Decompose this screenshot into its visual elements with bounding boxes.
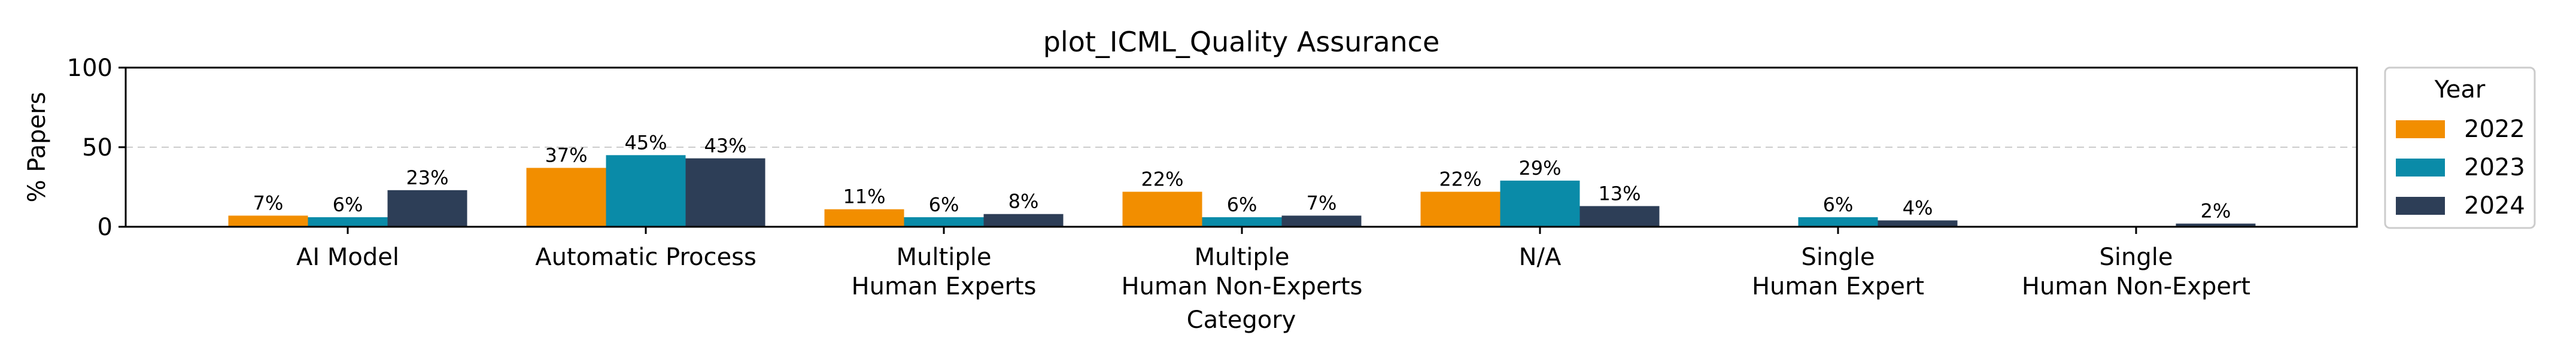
legend-swatch-2023 xyxy=(2396,159,2445,177)
x-axis: AI Model Automatic Process Multiple Human E… xyxy=(296,227,2250,300)
legend: Year 2022 2023 2024 xyxy=(2384,66,2536,229)
bar-2022-3 xyxy=(1122,191,1202,227)
y-tick-label: 50 xyxy=(82,134,113,162)
bar-2022-0 xyxy=(228,215,308,227)
legend-label-2023: 2023 xyxy=(2464,154,2525,181)
data-label: 22% xyxy=(1439,168,1481,190)
legend-label-2022: 2022 xyxy=(2464,115,2525,143)
legend-label-2024: 2024 xyxy=(2464,192,2525,220)
legend-swatch-2022 xyxy=(2396,120,2445,138)
x-tick-label: Automatic Process xyxy=(535,244,757,271)
data-label: 7% xyxy=(1307,191,1337,214)
data-label: 2% xyxy=(2201,200,2231,223)
bar-2023-5 xyxy=(1798,217,1878,227)
y-tick-label: 0 xyxy=(98,214,113,241)
data-label: 7% xyxy=(253,191,284,214)
bar-2023-4 xyxy=(1500,180,1580,227)
bar-2022-4 xyxy=(1420,191,1500,227)
data-label: 11% xyxy=(843,185,885,208)
y-tick-label: 100 xyxy=(67,54,113,82)
data-label: 37% xyxy=(545,144,587,167)
legend-swatch-2024 xyxy=(2396,197,2445,215)
bar-2023-1 xyxy=(606,155,686,227)
data-label: 43% xyxy=(704,135,746,157)
data-label: 4% xyxy=(1903,196,1933,219)
bars xyxy=(228,155,2256,227)
data-label: 22% xyxy=(1141,168,1183,190)
bar-2024-6 xyxy=(2176,223,2256,227)
bar-2023-3 xyxy=(1202,217,1282,227)
y-axis: 0 50 100 xyxy=(67,54,126,241)
bar-2023-0 xyxy=(308,217,388,227)
x-axis-label: Category xyxy=(1187,306,1296,334)
data-label: 8% xyxy=(1008,190,1039,213)
y-axis-label: % Papers xyxy=(23,92,51,203)
legend-box xyxy=(2384,66,2536,229)
bar-2024-4 xyxy=(1579,206,1660,227)
data-labels: 7% 37% 11% 22% 22% 6% 45% 6% 6% 29% 6% 23% 43% 8% 7% 13… xyxy=(253,131,2231,222)
data-label: 6% xyxy=(1823,193,1854,216)
x-tick-label: Single Human Expert xyxy=(1752,244,1924,300)
legend-items: 2022 2023 2024 xyxy=(2396,115,2525,220)
bar-2024-3 xyxy=(1281,215,1362,227)
data-label: 6% xyxy=(1227,193,1257,216)
chart-title: plot_ICML_Quality Assurance xyxy=(1043,26,1440,58)
bar-2024-1 xyxy=(685,158,765,227)
x-tick-label: Single Human Non-Expert xyxy=(2022,244,2250,300)
data-label: 29% xyxy=(1518,157,1561,180)
data-label: 6% xyxy=(929,193,959,216)
data-label: 13% xyxy=(1598,182,1641,205)
data-label: 45% xyxy=(624,131,667,154)
bar-2024-5 xyxy=(1878,220,1958,227)
x-tick-label: N/A xyxy=(1519,244,1562,271)
x-tick-label: Multiple Human Experts xyxy=(852,244,1037,300)
bar-2024-2 xyxy=(983,214,1064,227)
data-label: 23% xyxy=(406,166,448,189)
x-tick-label: Multiple Human Non-Experts xyxy=(1121,244,1362,300)
legend-title: Year xyxy=(2434,76,2486,104)
bar-2022-2 xyxy=(824,209,904,227)
bar-2024-0 xyxy=(387,190,467,227)
bar-2022-1 xyxy=(526,168,606,227)
data-label: 6% xyxy=(333,193,363,216)
x-tick-label: AI Model xyxy=(296,244,399,271)
bar-2023-2 xyxy=(904,217,984,227)
